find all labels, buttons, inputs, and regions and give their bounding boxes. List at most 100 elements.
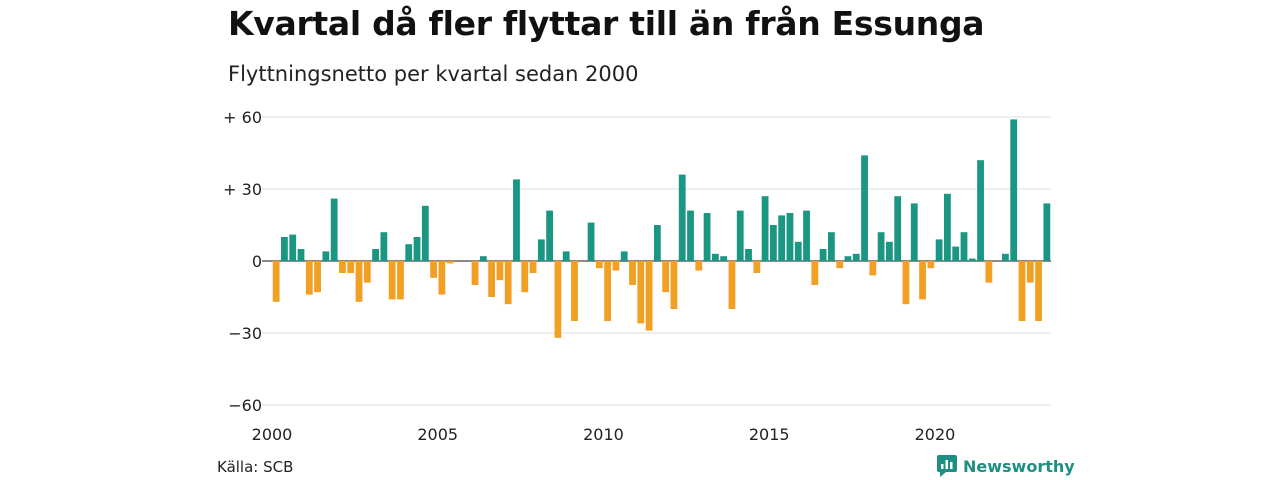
bar <box>869 261 877 276</box>
bar <box>413 237 421 261</box>
bar <box>537 239 545 261</box>
bar <box>819 249 827 261</box>
bar <box>695 261 703 271</box>
bar <box>1035 261 1042 321</box>
bar <box>521 261 529 293</box>
bar <box>529 261 537 273</box>
bar <box>1018 261 1026 321</box>
bar <box>753 261 761 273</box>
chart-subtitle: Flyttningsnetto per kvartal sedan 2000 <box>228 62 639 86</box>
bar <box>496 261 504 281</box>
bar <box>935 239 943 261</box>
newsworthy-logo-icon <box>937 455 957 477</box>
bar <box>711 253 719 261</box>
x-tick-label: 2020 <box>915 425 956 444</box>
bar <box>877 232 885 261</box>
bar <box>968 258 976 261</box>
bar <box>322 251 330 261</box>
bar <box>861 155 868 261</box>
bar <box>844 256 852 261</box>
x-tick-label: 2000 <box>252 425 293 444</box>
bar <box>670 261 678 309</box>
bar <box>927 261 935 269</box>
bar <box>703 213 711 261</box>
bar <box>595 261 603 269</box>
bar <box>513 179 520 261</box>
bar <box>471 261 479 285</box>
y-tick-label: −60 <box>228 396 262 415</box>
bar <box>761 196 769 261</box>
bar <box>1043 203 1051 261</box>
x-tick-label: 2015 <box>749 425 790 444</box>
bar <box>985 261 993 283</box>
bar <box>736 210 744 261</box>
bar <box>562 251 570 261</box>
bar <box>902 261 910 305</box>
bar <box>330 198 338 261</box>
bar <box>960 232 968 261</box>
bar <box>1026 261 1034 283</box>
bar <box>388 261 396 300</box>
bar <box>745 249 752 261</box>
bar <box>604 261 612 321</box>
bar <box>637 261 645 324</box>
bar <box>778 215 786 261</box>
bar <box>629 261 636 285</box>
bar <box>339 261 346 273</box>
y-tick-label: 0 <box>252 252 262 271</box>
bar <box>886 241 893 261</box>
y-tick-label: + 60 <box>223 108 262 127</box>
bar <box>297 249 305 261</box>
bar <box>446 261 454 264</box>
bar <box>786 213 794 261</box>
bar <box>645 261 653 331</box>
bar <box>281 237 288 261</box>
bar <box>380 232 388 261</box>
y-tick-label: −30 <box>228 324 262 343</box>
bar <box>438 261 446 295</box>
axes: + 60 + 30 0 −30 −60 2000 2005 2010 2015 2020 <box>223 108 955 444</box>
bar <box>977 160 984 261</box>
bar <box>836 261 844 269</box>
bar <box>769 225 777 261</box>
bar <box>1002 253 1009 261</box>
chart-title: Kvartal då fler flyttar till än från Ess… <box>228 4 985 43</box>
bar <box>363 261 371 283</box>
bar <box>919 261 926 300</box>
x-tick-label: 2005 <box>417 425 458 444</box>
bar <box>397 261 404 300</box>
bar <box>653 225 661 261</box>
bar <box>372 249 379 261</box>
bar <box>944 193 951 261</box>
bar <box>587 222 595 261</box>
bar <box>811 261 819 285</box>
bar <box>720 256 728 261</box>
bar <box>852 253 860 261</box>
bar <box>272 261 280 302</box>
newsworthy-logo: Newsworthy <box>937 455 1075 477</box>
bar <box>430 261 437 278</box>
bar <box>803 210 810 261</box>
bar <box>305 261 313 295</box>
bar <box>662 261 670 293</box>
bar <box>405 244 413 261</box>
bars <box>272 119 1051 338</box>
bar <box>620 251 628 261</box>
brand-name: Newsworthy <box>963 456 1075 476</box>
source-note: Källa: SCB <box>217 458 294 476</box>
bar <box>612 261 620 271</box>
bar <box>479 256 487 261</box>
bar <box>827 232 835 261</box>
bar <box>546 210 554 261</box>
bar <box>728 261 736 309</box>
y-tick-label: + 30 <box>223 180 262 199</box>
bar <box>794 241 802 261</box>
bar <box>910 203 918 261</box>
bar <box>347 261 355 273</box>
x-tick-label: 2010 <box>583 425 624 444</box>
bar <box>554 261 562 338</box>
bar <box>678 174 686 261</box>
bar <box>289 234 297 261</box>
bar <box>488 261 496 297</box>
